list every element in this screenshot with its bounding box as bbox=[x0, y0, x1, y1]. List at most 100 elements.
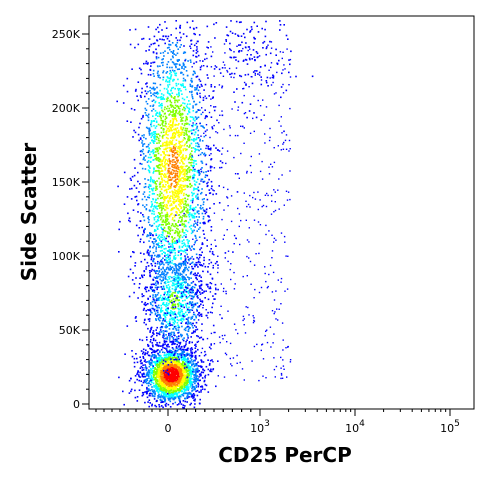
event-point bbox=[178, 186, 180, 188]
event-point bbox=[165, 190, 168, 193]
event-point bbox=[197, 361, 199, 364]
event-point bbox=[172, 383, 175, 385]
event-point bbox=[192, 124, 195, 126]
event-point bbox=[146, 286, 148, 289]
event-point bbox=[178, 93, 180, 95]
event-point bbox=[174, 165, 176, 168]
event-point bbox=[194, 87, 196, 89]
event-point bbox=[172, 398, 174, 400]
event-point bbox=[161, 104, 163, 107]
event-point bbox=[162, 301, 165, 304]
event-point bbox=[146, 252, 149, 254]
event-point bbox=[164, 363, 167, 365]
event-point bbox=[163, 393, 165, 395]
event-point bbox=[160, 131, 163, 134]
event-point bbox=[168, 179, 170, 181]
event-point bbox=[176, 127, 179, 129]
event-point bbox=[178, 359, 180, 362]
event-point bbox=[172, 300, 175, 303]
event-point bbox=[142, 348, 145, 351]
event-point bbox=[182, 261, 185, 263]
event-point bbox=[135, 320, 138, 322]
event-point bbox=[160, 371, 162, 374]
event-point bbox=[144, 401, 146, 404]
event-point bbox=[140, 362, 142, 365]
event-point bbox=[164, 376, 166, 378]
event-point bbox=[181, 386, 184, 389]
event-point bbox=[168, 46, 170, 49]
event-point bbox=[176, 280, 179, 282]
event-point bbox=[181, 217, 183, 219]
event-point bbox=[186, 230, 189, 233]
event-point bbox=[181, 334, 183, 337]
event-point bbox=[178, 238, 180, 240]
event-point bbox=[164, 312, 166, 315]
event-point bbox=[175, 214, 177, 216]
event-point bbox=[161, 207, 163, 209]
event-point bbox=[173, 137, 175, 140]
event-point bbox=[173, 376, 176, 378]
event-point bbox=[175, 362, 178, 365]
event-point bbox=[163, 156, 166, 159]
event-point bbox=[157, 352, 159, 355]
event-point bbox=[175, 369, 178, 372]
event-point bbox=[169, 176, 172, 179]
event-point bbox=[193, 359, 195, 362]
event-point bbox=[172, 111, 174, 113]
event-point bbox=[165, 362, 167, 364]
event-point bbox=[145, 390, 148, 393]
event-point bbox=[164, 370, 167, 373]
event-point bbox=[148, 362, 150, 364]
event-point bbox=[184, 263, 187, 265]
event-point bbox=[153, 205, 156, 207]
event-point bbox=[167, 352, 170, 355]
event-point bbox=[188, 393, 191, 395]
event-point bbox=[196, 278, 198, 281]
event-point bbox=[160, 311, 162, 313]
event-point bbox=[190, 309, 192, 311]
event-point bbox=[171, 212, 173, 215]
event-point bbox=[160, 159, 162, 161]
event-point bbox=[140, 212, 142, 214]
event-point bbox=[188, 303, 191, 305]
event-point bbox=[164, 320, 166, 322]
event-point bbox=[170, 358, 172, 360]
event-point bbox=[155, 305, 158, 308]
event-point bbox=[160, 331, 163, 333]
event-point bbox=[186, 366, 188, 369]
event-point bbox=[154, 367, 156, 369]
event-point bbox=[189, 156, 191, 158]
event-point bbox=[165, 302, 168, 304]
event-point bbox=[171, 318, 173, 321]
event-point bbox=[167, 373, 170, 376]
event-point bbox=[191, 245, 193, 247]
event-point bbox=[161, 391, 164, 393]
event-point bbox=[194, 364, 196, 367]
event-point bbox=[155, 121, 158, 123]
event-point bbox=[164, 296, 167, 299]
event-point bbox=[196, 310, 198, 312]
event-point bbox=[198, 216, 200, 218]
event-point bbox=[179, 394, 181, 397]
event-point bbox=[196, 256, 198, 259]
event-point bbox=[168, 278, 171, 280]
event-point bbox=[169, 178, 172, 181]
event-point bbox=[209, 359, 212, 362]
event-point bbox=[187, 335, 189, 337]
event-point bbox=[200, 204, 202, 207]
event-point bbox=[193, 140, 195, 142]
event-point bbox=[187, 137, 190, 140]
event-point bbox=[184, 175, 186, 178]
event-point bbox=[151, 264, 153, 267]
event-point bbox=[188, 138, 191, 140]
event-point bbox=[155, 215, 157, 218]
event-point bbox=[168, 172, 170, 174]
event-point bbox=[168, 170, 171, 172]
event-point bbox=[173, 332, 175, 335]
event-point bbox=[163, 335, 165, 337]
event-point bbox=[190, 224, 192, 227]
event-point bbox=[168, 268, 170, 270]
event-point bbox=[207, 41, 210, 43]
event-point bbox=[175, 377, 178, 379]
event-point bbox=[140, 68, 142, 71]
